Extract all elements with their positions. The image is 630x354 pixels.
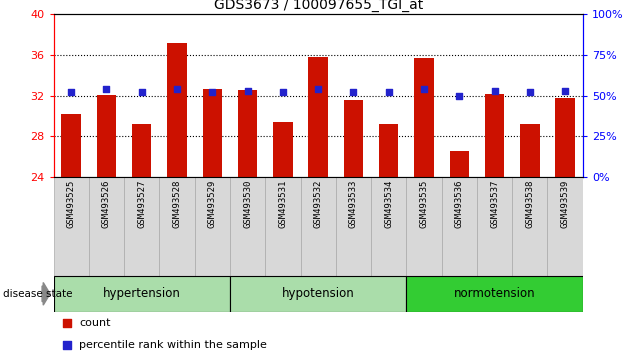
Text: GSM493532: GSM493532 xyxy=(314,180,323,228)
Bar xyxy=(547,177,583,276)
Bar xyxy=(556,98,575,177)
Text: GSM493537: GSM493537 xyxy=(490,180,499,228)
Bar xyxy=(238,91,257,177)
Text: hypertension: hypertension xyxy=(103,287,181,300)
Point xyxy=(560,88,570,93)
Bar xyxy=(450,150,469,177)
Point xyxy=(243,88,253,93)
Point xyxy=(207,90,217,95)
Text: GSM493526: GSM493526 xyxy=(102,180,111,228)
Text: GSM493536: GSM493536 xyxy=(455,180,464,228)
Title: GDS3673 / 100097655_TGI_at: GDS3673 / 100097655_TGI_at xyxy=(214,0,423,12)
Bar xyxy=(309,57,328,177)
Bar xyxy=(406,276,583,312)
Point xyxy=(384,90,394,95)
Bar xyxy=(124,177,159,276)
Bar xyxy=(132,124,151,177)
Point xyxy=(137,90,147,95)
Point xyxy=(525,90,535,95)
Text: hypotension: hypotension xyxy=(282,287,355,300)
Text: percentile rank within the sample: percentile rank within the sample xyxy=(79,339,267,350)
Point xyxy=(62,342,72,348)
Bar xyxy=(371,177,406,276)
Text: normotension: normotension xyxy=(454,287,536,300)
Text: count: count xyxy=(79,318,110,329)
Bar xyxy=(203,90,222,177)
Bar xyxy=(97,95,116,177)
Point xyxy=(490,88,500,93)
Bar xyxy=(195,177,230,276)
Point xyxy=(172,86,182,92)
Point xyxy=(278,90,288,95)
Point xyxy=(66,90,76,95)
Bar xyxy=(265,177,301,276)
Point xyxy=(419,86,429,92)
Text: GSM493527: GSM493527 xyxy=(137,180,146,228)
Bar xyxy=(89,177,124,276)
Bar xyxy=(54,276,230,312)
Text: GSM493530: GSM493530 xyxy=(243,180,252,228)
Bar xyxy=(168,42,186,177)
Text: GSM493525: GSM493525 xyxy=(67,180,76,228)
Bar xyxy=(230,276,406,312)
Text: GSM493531: GSM493531 xyxy=(278,180,287,228)
Bar xyxy=(379,124,398,177)
Bar xyxy=(520,124,539,177)
Bar xyxy=(442,177,477,276)
Point xyxy=(454,93,464,98)
Bar xyxy=(485,93,504,177)
Bar xyxy=(62,114,81,177)
Text: GSM493535: GSM493535 xyxy=(420,180,428,228)
Bar xyxy=(54,177,89,276)
Bar xyxy=(415,58,433,177)
Point xyxy=(348,90,358,95)
Point xyxy=(101,86,112,92)
Text: GSM493528: GSM493528 xyxy=(173,180,181,228)
Text: GSM493529: GSM493529 xyxy=(208,180,217,228)
Point xyxy=(62,321,72,326)
Bar xyxy=(477,177,512,276)
Text: GSM493534: GSM493534 xyxy=(384,180,393,228)
Point xyxy=(313,86,323,92)
Text: GSM493539: GSM493539 xyxy=(561,180,570,228)
FancyArrow shape xyxy=(42,282,50,305)
Bar xyxy=(336,177,371,276)
Bar xyxy=(230,177,265,276)
Text: disease state: disease state xyxy=(3,289,72,299)
Bar xyxy=(344,100,363,177)
Bar xyxy=(301,177,336,276)
Text: GSM493533: GSM493533 xyxy=(349,180,358,228)
Text: GSM493538: GSM493538 xyxy=(525,180,534,228)
Bar xyxy=(406,177,442,276)
Bar xyxy=(512,177,547,276)
Bar xyxy=(273,122,292,177)
Bar xyxy=(159,177,195,276)
